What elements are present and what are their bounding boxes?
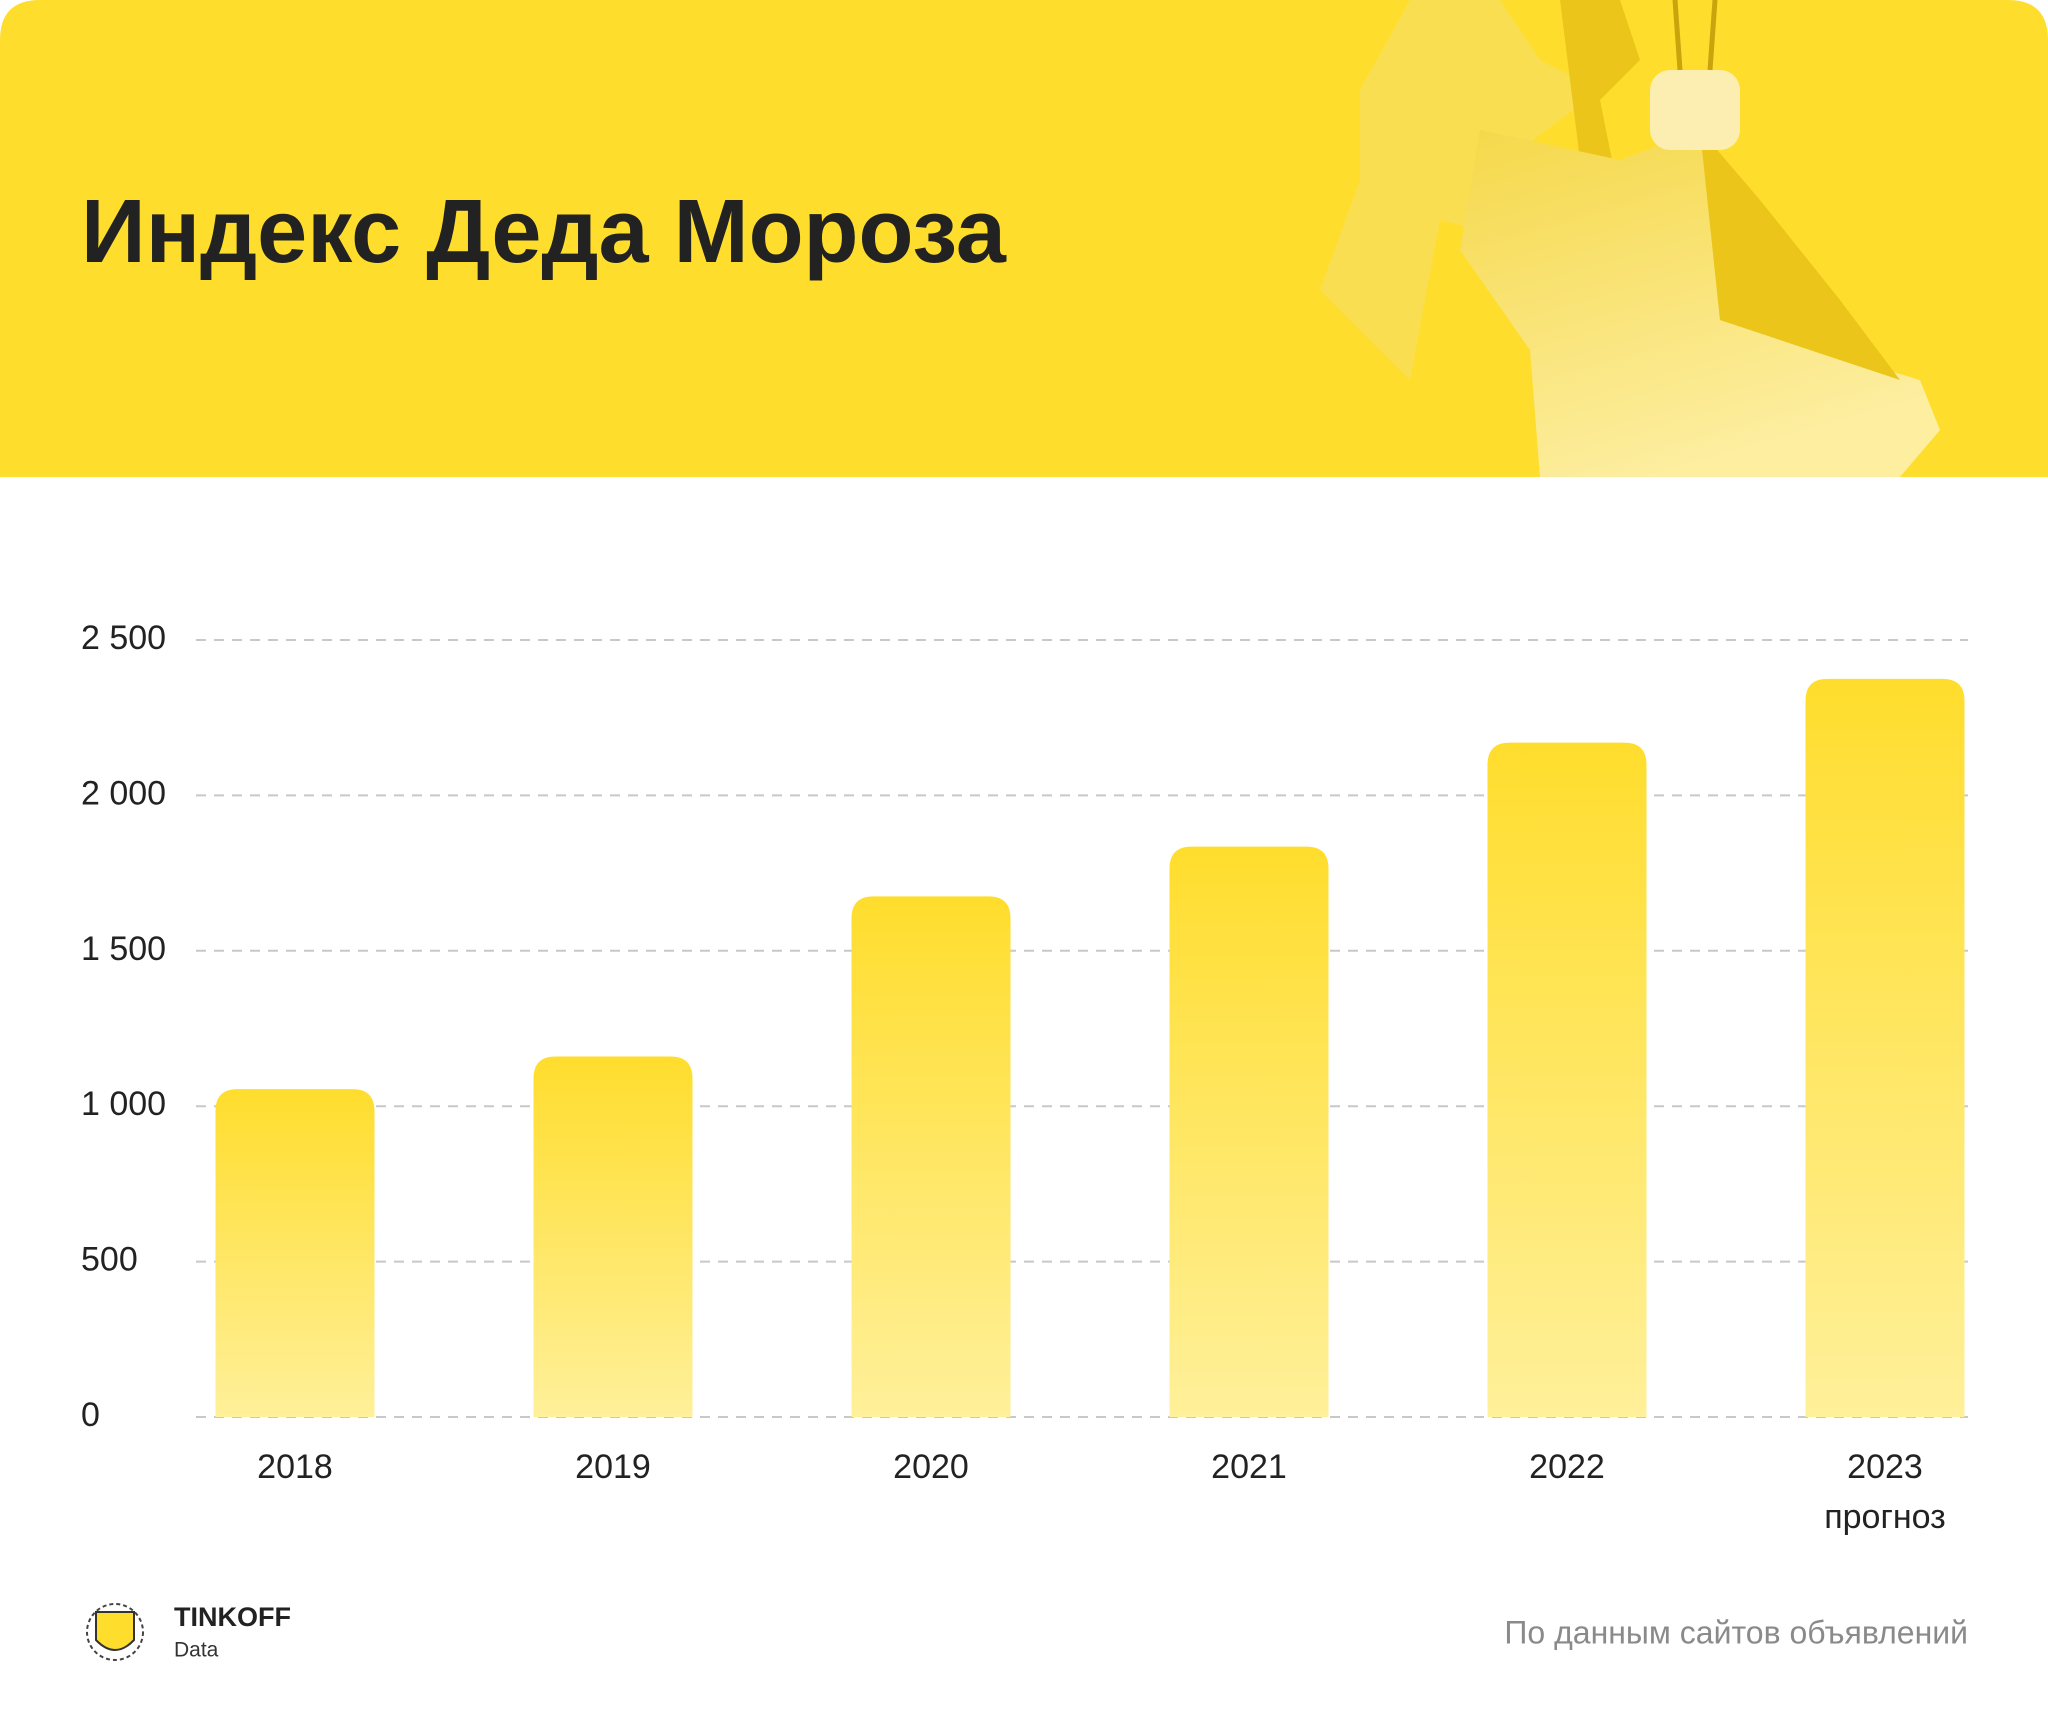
bar <box>851 896 1011 1417</box>
x-tick-label: 2018 <box>257 1448 333 1486</box>
y-tick-label: 500 <box>81 1241 138 1279</box>
decor-shape <box>1320 0 1600 380</box>
y-tick-label: 1 000 <box>81 1085 166 1123</box>
logo <box>86 1603 144 1661</box>
x-tick-label: 2023 <box>1847 1448 1923 1486</box>
source-note: По данным сайтов объявлений <box>1504 1614 1968 1650</box>
bar <box>215 1089 375 1417</box>
y-tick-label: 1 500 <box>81 930 166 968</box>
bar <box>533 1056 693 1417</box>
bar <box>1169 846 1329 1417</box>
y-tick-label: 2 500 <box>81 619 166 657</box>
plot-area: 0 500 1 000 1 500 2 000 2 500 2018 2019 2020 2021… <box>81 619 1968 1536</box>
x-tick-label: 2020 <box>893 1448 969 1486</box>
x-tick-label: 2019 <box>575 1448 651 1486</box>
bar <box>1805 678 1965 1417</box>
header <box>0 0 2048 477</box>
y-tick-label: 0 <box>81 1396 100 1434</box>
decor-shape <box>1560 0 1640 240</box>
decor-string <box>1672 0 1718 71</box>
x-tick-label: 2022 <box>1529 1448 1605 1486</box>
decor-star <box>1460 130 1940 477</box>
bar <box>1487 742 1647 1417</box>
brand-name: TINKOFF <box>174 1602 291 1632</box>
brand-sub: Data <box>174 1639 219 1662</box>
decor-shape <box>1700 130 1900 380</box>
decor-cap <box>1650 70 1740 150</box>
x-tick-label: 2021 <box>1211 1448 1287 1486</box>
y-tick-label: 2 000 <box>81 774 166 812</box>
chart-title: Индекс Деда Мороза <box>81 182 1007 282</box>
forecast-note: прогноз <box>1824 1498 1946 1536</box>
